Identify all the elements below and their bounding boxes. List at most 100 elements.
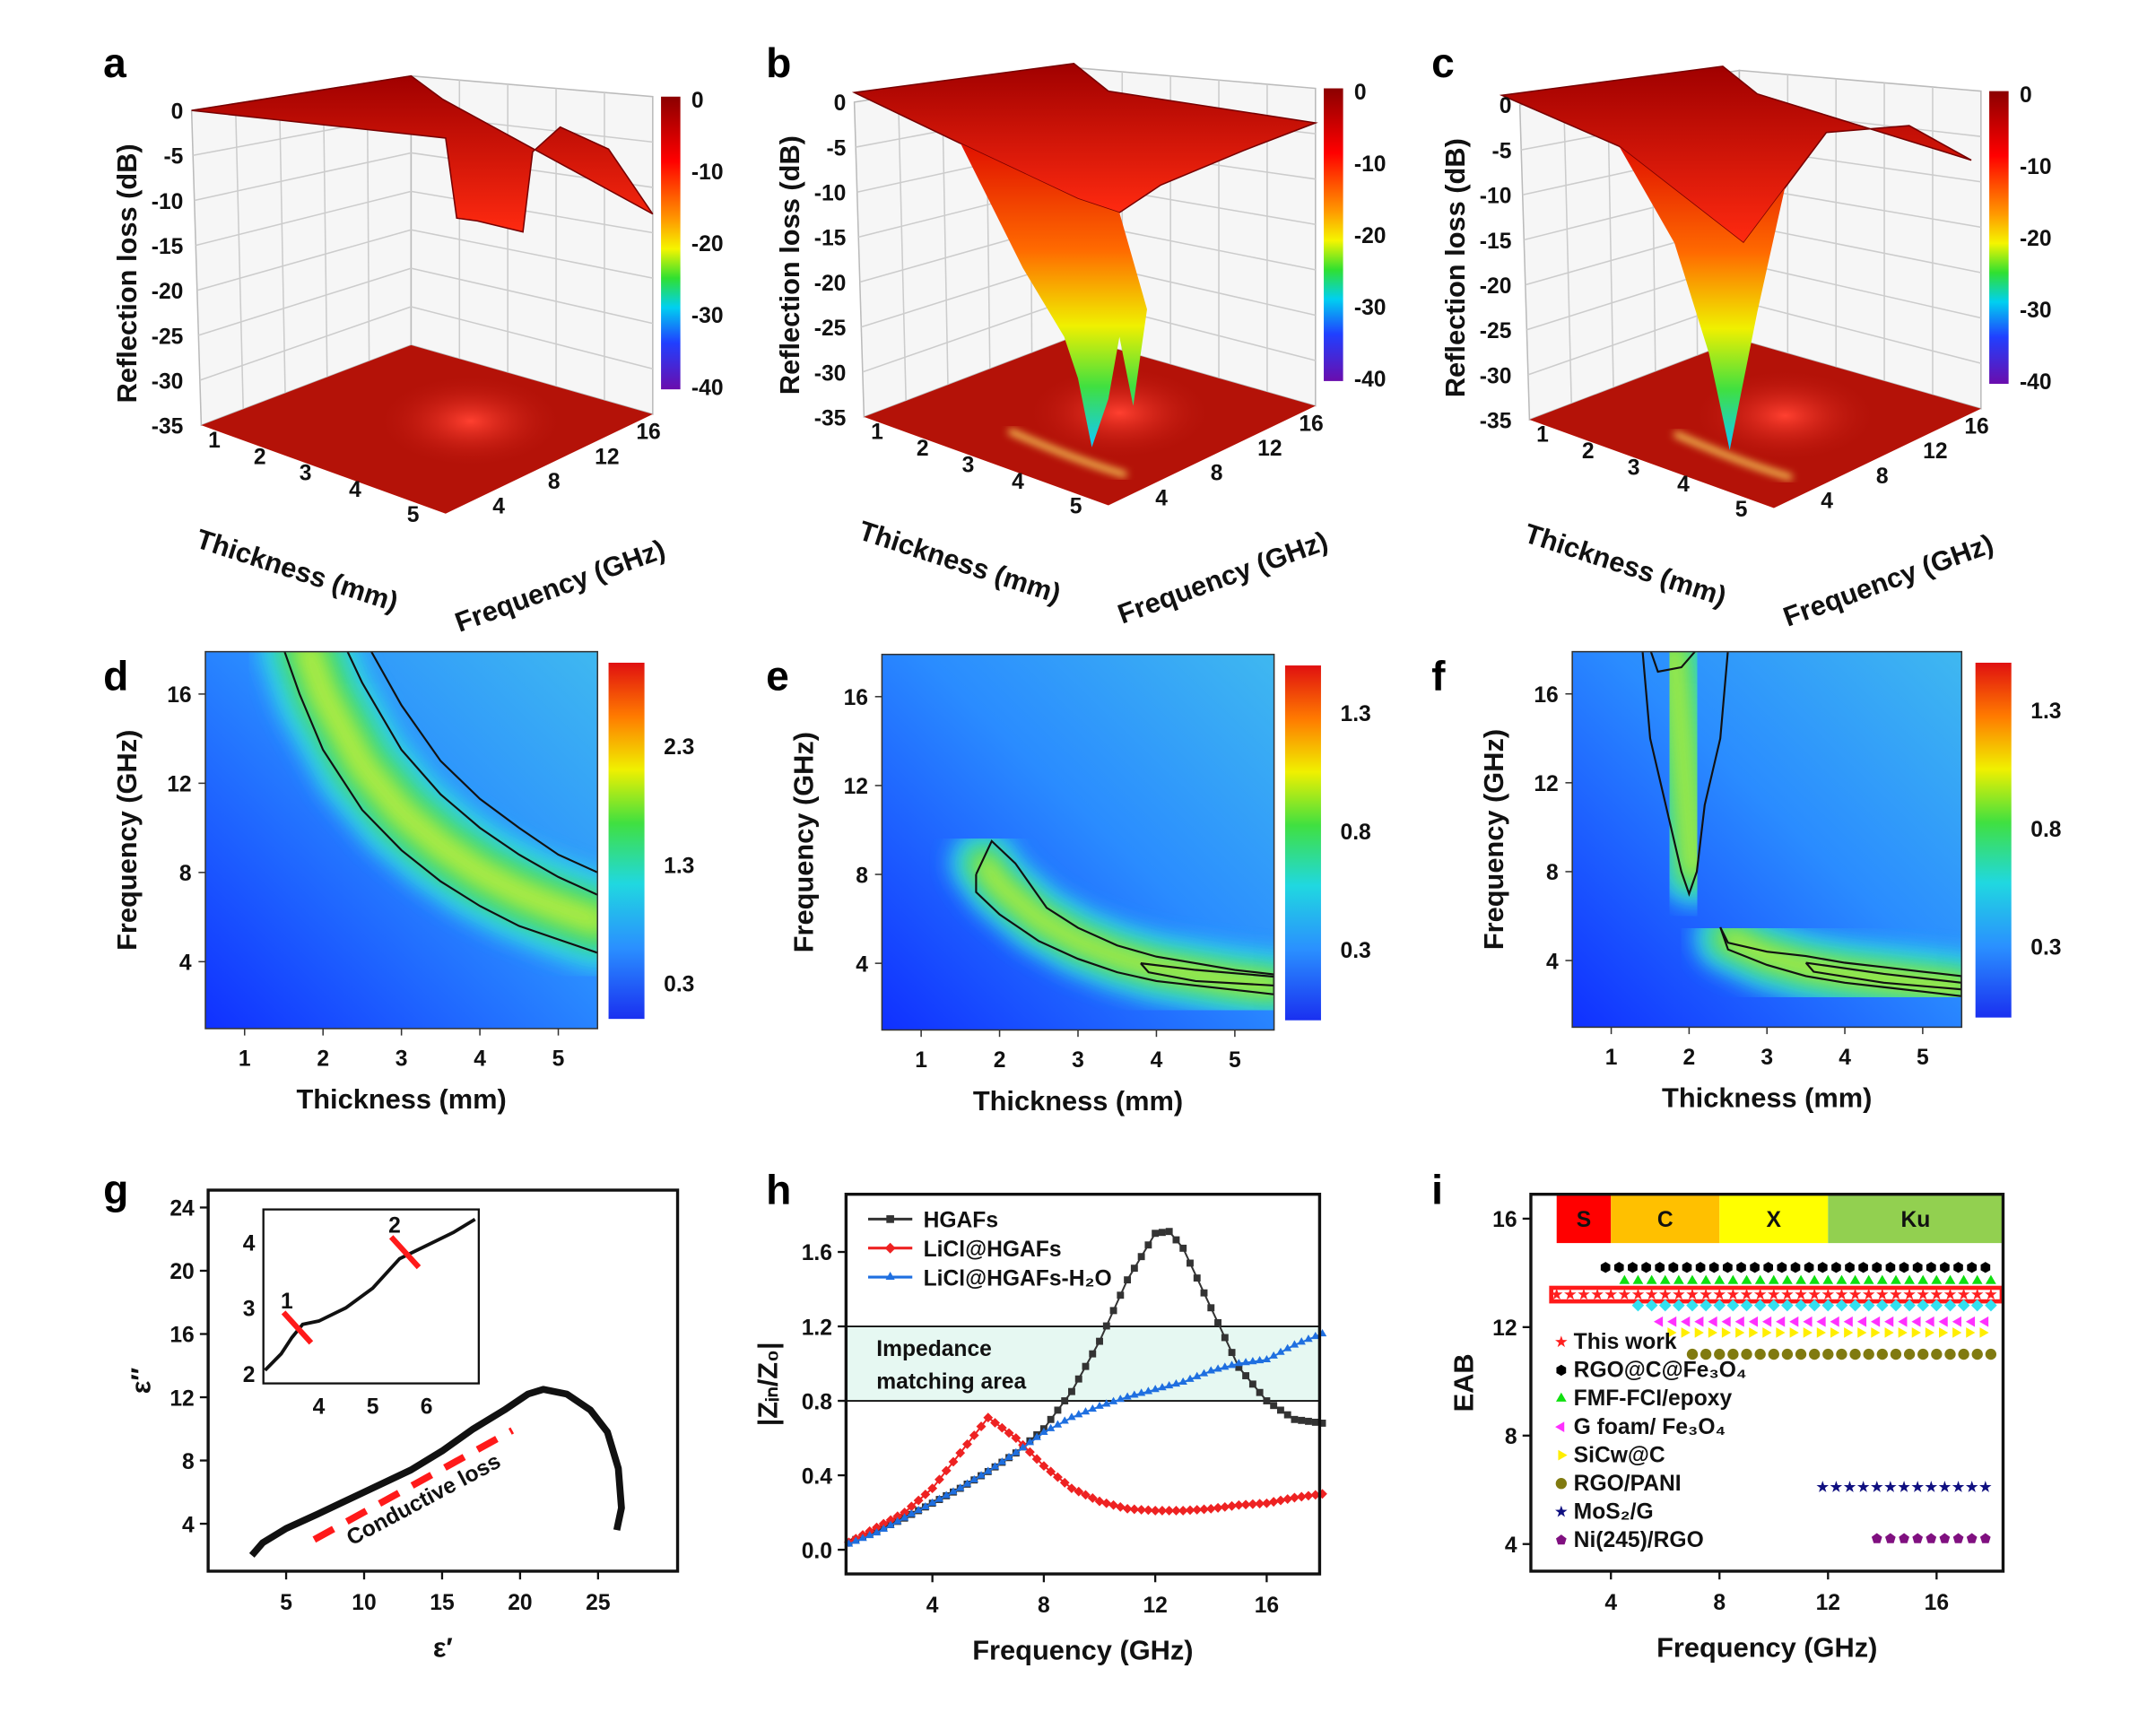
marker-triangle [1081,1407,1091,1415]
marker-square [1235,1363,1243,1371]
marker-star [1555,1335,1568,1348]
gridline [322,90,328,378]
marker-square [1074,1375,1082,1383]
marker-hexagon [1831,1262,1841,1273]
series-2 [1619,1274,1996,1284]
frequency-axis-label: Frequency (GHz) [1779,527,1997,632]
marker-pentagon [1555,1534,1567,1545]
marker-triangle [1727,1274,1739,1284]
marker-hexagon [1600,1262,1611,1273]
marker-star [1985,1288,1997,1300]
colorbar-tick-label: 1.3 [1341,702,1371,726]
transition-marker-label: 1 [281,1290,293,1314]
x-tick-label: 1 [915,1048,927,1073]
marker-triangle [1958,1274,1969,1284]
marker-triangle-left [1952,1316,1961,1327]
marker-diamond [1282,1494,1293,1504]
marker-triangle [1687,1274,1698,1284]
marker-triangle [872,1527,882,1536]
marker-triangle [1971,1274,1983,1284]
marker-triangle [907,1509,917,1517]
colorbar-tick-label: 0.8 [2030,818,2061,842]
marker-hexagon [1817,1262,1828,1273]
colorbar-tick-label: -30 [2020,299,2052,323]
x-tick-label: 8 [1038,1594,1050,1618]
marker-triangle [1234,1359,1243,1367]
z-tick-label: -15 [814,227,847,251]
marker-pentagon [1966,1533,1978,1543]
rl-spike [961,143,1147,448]
marker-triangle [935,1494,944,1502]
colorbar [1284,665,1321,1021]
x-tick-label: 4 [1604,1591,1617,1615]
marker-square [1089,1350,1097,1358]
marker-diamond [884,1242,896,1254]
marker-triangle-right [1857,1327,1867,1338]
marker-square [1165,1228,1173,1236]
marker-square [1298,1416,1306,1424]
marker-triangle [1944,1274,1956,1284]
x-tick-label: 12 [1816,1591,1840,1615]
x-tick-label: 5 [1229,1048,1241,1073]
marker-triangle-right [1830,1327,1840,1338]
band-label: matching area [876,1370,1026,1395]
legend-label: G foam/ Fe₃O₄ [1574,1415,1726,1439]
marker-star [1898,1481,1910,1492]
y-tick-label: 8 [1505,1425,1517,1449]
frequency-tick-label: 12 [595,445,619,469]
colorbar-tick-label: -40 [1354,368,1387,392]
marker-triangle-right [1681,1327,1691,1338]
marker-square [1130,1264,1138,1273]
thickness-tick-label: 3 [300,462,312,486]
marker-triangle [1241,1358,1250,1366]
z-tick-label: -5 [1492,139,1512,163]
marker-square [1082,1362,1090,1370]
marker-circle [1890,1348,1902,1360]
transition-marker [281,1310,314,1345]
marker-square [1228,1349,1236,1357]
marker-triangle-right [1844,1327,1854,1338]
marker-diamond [1781,1299,1794,1312]
marker-triangle [900,1513,909,1521]
series-2 [844,1328,1327,1547]
ridge-band [979,859,1274,990]
marker-circle [1809,1348,1821,1360]
y-tick-label: 4 [182,1513,195,1537]
frequency-tick-label: 4 [1821,490,1833,514]
marker-triangle-left [1653,1316,1664,1327]
y-tick-label: 8 [856,864,868,888]
marker-triangle [1067,1412,1076,1421]
marker-triangle-left [1911,1316,1921,1327]
marker-star [1631,1288,1645,1300]
marker-triangle-left [1748,1316,1759,1327]
y-axis-label: ε″ [125,1368,156,1395]
y-tick-label: 0.4 [802,1464,833,1489]
x-tick-label: 4 [926,1594,939,1618]
marker-triangle-left [1667,1316,1677,1327]
colorbar [1975,662,2012,1018]
colorbar-tick-label: 1.3 [664,854,694,878]
marker-star [1740,1288,1753,1300]
marker-triangle [1221,1362,1230,1370]
marker-star [1843,1481,1856,1492]
series-1 [844,1412,1327,1548]
marker-triangle-left [1694,1316,1704,1327]
marker-triangle-left [1898,1316,1908,1327]
colorbar-tick-label: -20 [2020,227,2052,251]
marker-circle [1795,1348,1807,1360]
marker-diamond [1890,1299,1902,1312]
marker-circle [1741,1348,1752,1360]
marker-triangle [851,1536,860,1544]
marker-diamond [1101,1498,1112,1508]
frequency-tick-label: 4 [492,495,505,519]
colorbar [608,662,645,1020]
thickness-tick-label: 1 [208,429,221,453]
marker-circle [1931,1348,1943,1360]
z-tick-label: -20 [1480,274,1512,299]
marker-triangle [1151,1385,1160,1393]
y-tick-label: 8 [1546,861,1559,885]
marker-diamond [1290,1492,1300,1503]
band-S [1556,1194,1612,1244]
gridline [897,95,907,402]
